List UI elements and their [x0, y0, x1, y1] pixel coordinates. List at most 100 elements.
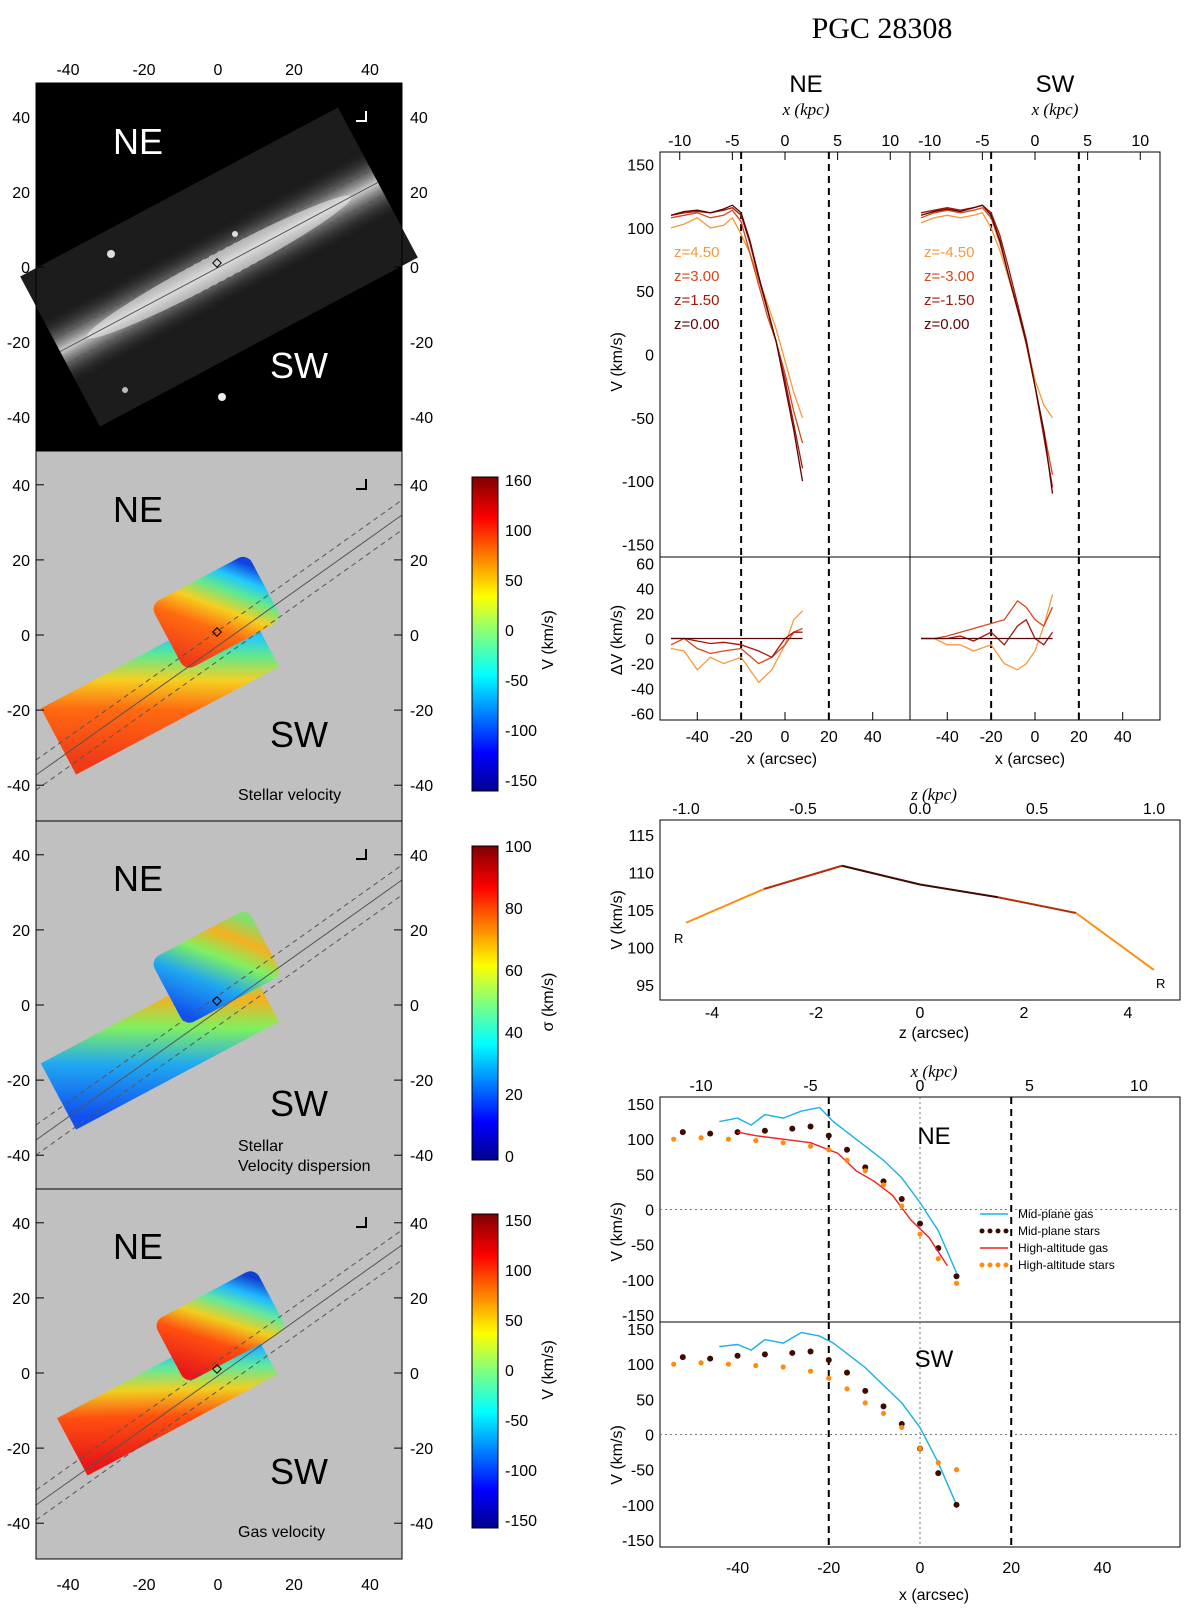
ylabel-dv: ΔV (km/s): [609, 605, 626, 675]
legend-entry: High-altitude stars: [1018, 1258, 1115, 1272]
map-tick-right: 0: [410, 1366, 419, 1383]
y-tick: 0: [645, 1203, 654, 1220]
map-tick-right: 0: [410, 628, 419, 645]
y-tick: 100: [627, 1132, 654, 1149]
z-velocity-segment: [919, 883, 999, 899]
star-point: [826, 1147, 832, 1153]
z-tick: 4: [1124, 1005, 1133, 1022]
map-tick-right: 0: [410, 260, 419, 277]
z-velocity-segment: [763, 864, 843, 890]
y-tick: -50: [631, 411, 654, 428]
kpc-tick: -1.0: [672, 801, 700, 818]
star-point: [826, 1375, 832, 1381]
z-tick: -2: [809, 1005, 823, 1022]
colorbar-tick: 50: [505, 573, 523, 590]
series-line: [920, 212, 1054, 419]
kpc-tick: 10: [881, 133, 899, 150]
colorbar-tick: 0: [505, 623, 514, 640]
residual-line: [921, 599, 1054, 640]
star-point: [807, 1123, 814, 1130]
star-point: [899, 1424, 905, 1431]
series-line: [670, 204, 804, 482]
label-ne: NE: [113, 1226, 163, 1267]
kpc-tick: -5: [975, 133, 989, 150]
arcsec-tick: 0: [781, 729, 790, 746]
z-velocity-segment: [997, 896, 1077, 914]
map-tick-left: 0: [21, 628, 30, 645]
map-tick-right: 0: [410, 998, 419, 1015]
chart-title-ne: NE: [789, 71, 822, 98]
z-velocity-segment: [685, 888, 765, 924]
map-tick-top: 40: [361, 62, 379, 79]
colorbar-tick: 20: [505, 1087, 523, 1104]
star-point: [953, 1501, 960, 1508]
colorbar-gas: 150 100 50 0 -50 -100 -150 V (km/s): [471, 1213, 557, 1530]
panel-caption: Stellar: [238, 1138, 284, 1155]
arcsec-tick: 20: [1002, 1560, 1020, 1577]
star-point: [953, 1467, 960, 1473]
arcsec-tick: -20: [980, 729, 1003, 746]
plot-frame: [909, 151, 1161, 558]
z-tick: 2: [1020, 1005, 1029, 1022]
y-tick: -100: [622, 1498, 654, 1515]
legend-symbol: [1003, 1228, 1009, 1234]
kpc-tick: -5: [725, 133, 739, 150]
star-point: [825, 1132, 832, 1139]
gas-line: [719, 1106, 958, 1274]
map-tick-left: -40: [7, 410, 30, 427]
legend-entry: Mid-plane stars: [1018, 1224, 1100, 1238]
star-point: [789, 1349, 796, 1356]
panel-caption: Velocity dispersion: [238, 1158, 371, 1175]
colorbar-tick: -150: [505, 773, 537, 790]
z-velocity-segment: [1075, 912, 1155, 971]
legend-entry: z=3.00: [674, 268, 719, 285]
y-tick: 0: [645, 348, 654, 365]
plot-frame: [659, 819, 1181, 1001]
kpc-tick: 10: [1130, 1078, 1148, 1095]
colorbar-tick: 50: [505, 1313, 523, 1330]
colorbar-tick: 100: [505, 1263, 532, 1280]
xlabel-top-ne: x (kpc): [782, 100, 830, 119]
kpc-tick: 5: [833, 133, 842, 150]
y-tick: 50: [636, 1392, 654, 1409]
star-point: [780, 1364, 786, 1370]
xlabel-sw: x (arcsec): [995, 751, 1065, 768]
y-tick: 150: [627, 158, 654, 175]
star-point: [679, 1129, 686, 1136]
star-point: [761, 1351, 768, 1358]
legend-symbol: [995, 1228, 1001, 1234]
kpc-tick: 0: [781, 133, 790, 150]
arcsec-tick: 40: [1094, 1560, 1112, 1577]
legend-symbol: [995, 1262, 1001, 1268]
map-tick-bottom: 20: [285, 1577, 303, 1594]
star-point: [753, 1137, 759, 1144]
star-point: [734, 1352, 741, 1359]
map-tick-bottom: -40: [56, 1577, 79, 1594]
map-tick-right: 20: [410, 553, 428, 570]
residual-line: [671, 631, 803, 659]
star-point: [753, 1362, 759, 1369]
star-point: [807, 1368, 814, 1374]
legend-entry: z=1.50: [674, 292, 719, 309]
residual-line: [921, 594, 1054, 671]
star-point: [807, 1143, 814, 1149]
star-point: [671, 1361, 677, 1367]
cmp-title-ne: NE: [917, 1123, 950, 1150]
star-point: [707, 1355, 714, 1362]
legend-entry: z=0.00: [924, 316, 969, 333]
kpc-tick: 5: [1025, 1078, 1034, 1095]
cmp-ylabel-ne: V (km/s): [609, 1202, 626, 1262]
map-tick-right: -40: [410, 410, 433, 427]
zplot-xlabel-top: z (kpc): [910, 785, 957, 804]
star-point: [898, 1195, 905, 1202]
legend-symbol: [1003, 1262, 1009, 1268]
arcsec-tick: -20: [817, 1560, 840, 1577]
resid-tick: 20: [636, 606, 654, 623]
resid-tick: 60: [636, 556, 654, 573]
cmp-xlabel: x (arcsec): [899, 1587, 969, 1604]
label-sw: SW: [270, 1451, 328, 1492]
star-point: [880, 1182, 887, 1188]
z-tick: -4: [705, 1005, 719, 1022]
y-tick: 100: [627, 941, 654, 958]
y-tick: -100: [622, 1273, 654, 1290]
